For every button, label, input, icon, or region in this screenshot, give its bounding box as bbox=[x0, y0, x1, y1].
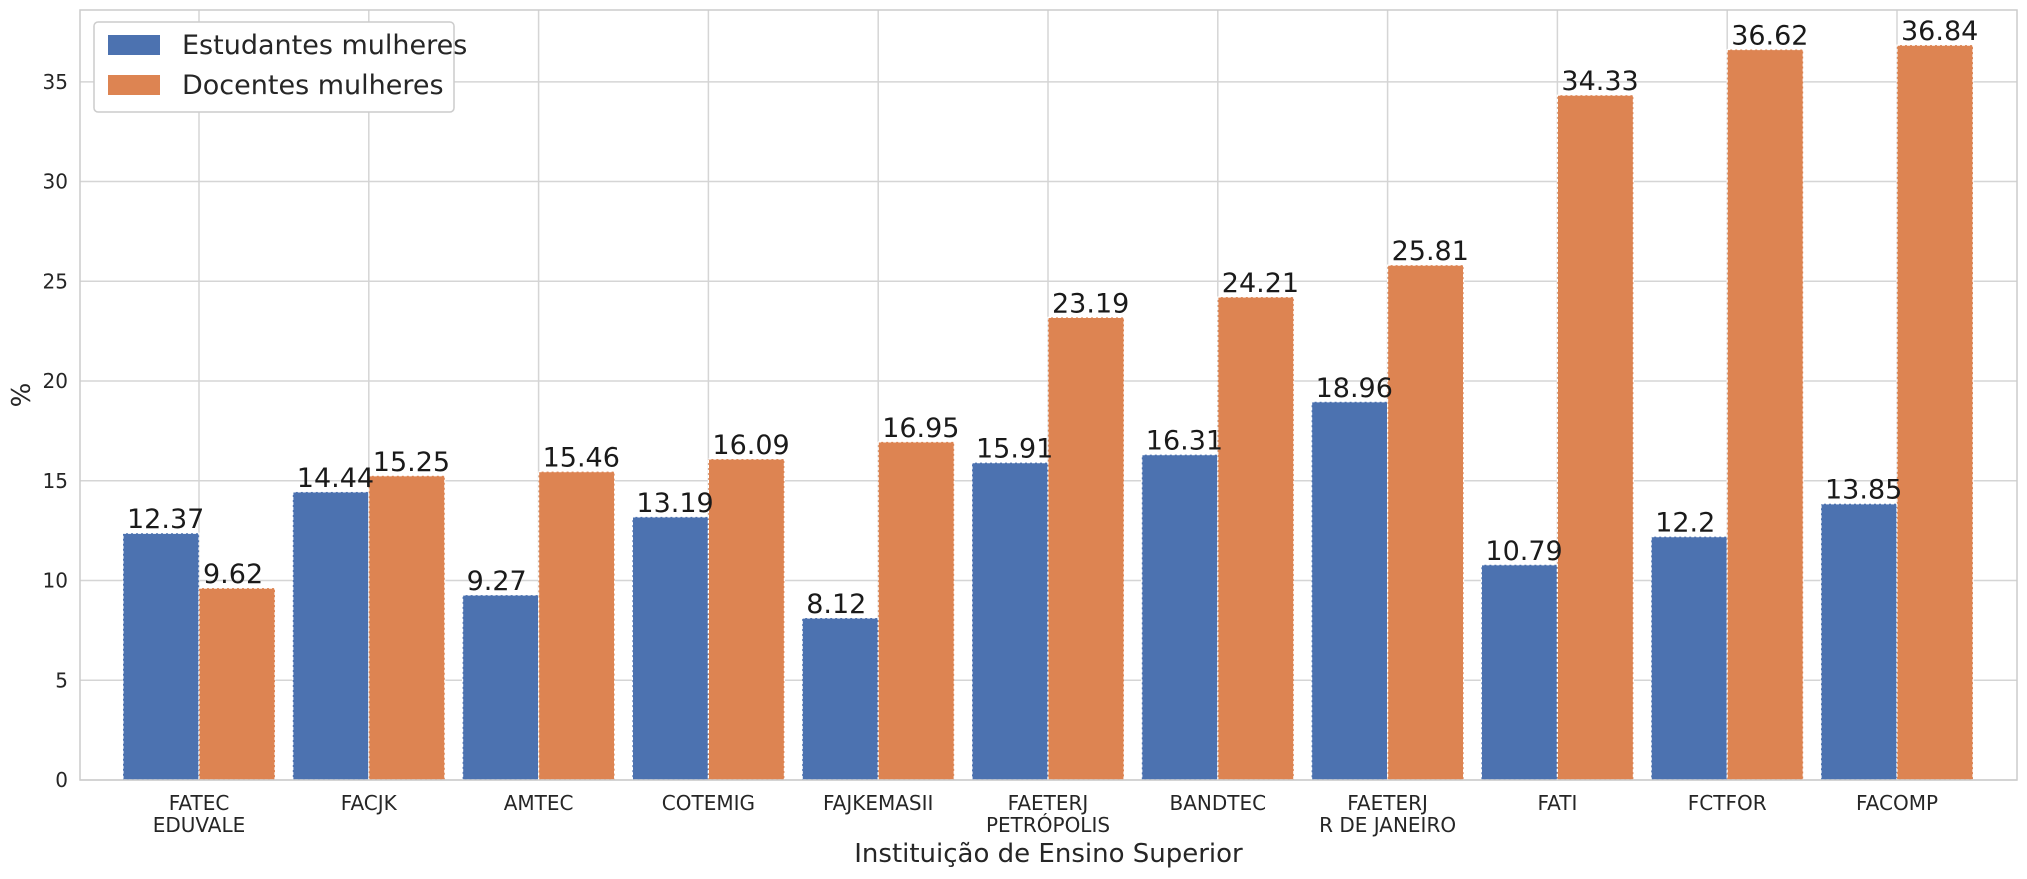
bar-estudantes bbox=[1141, 454, 1219, 781]
y-tick-label: 10 bbox=[43, 569, 68, 593]
x-tick-label: FATEC bbox=[169, 791, 230, 815]
bar-value-label: 15.91 bbox=[976, 434, 1053, 465]
x-tick-label: FACJK bbox=[341, 791, 398, 815]
bars bbox=[122, 44, 1974, 781]
y-tick-label: 35 bbox=[43, 70, 68, 94]
bar-value-label: 36.84 bbox=[1901, 16, 1978, 47]
bar-estudantes bbox=[1820, 503, 1898, 781]
bar-estudantes bbox=[462, 594, 540, 781]
x-tick-label: FACOMP bbox=[1856, 791, 1938, 815]
bar-docentes bbox=[1726, 48, 1804, 781]
x-tick-label: BANDTEC bbox=[1170, 791, 1267, 815]
x-tick-label: FATI bbox=[1537, 791, 1577, 815]
bar-docentes bbox=[1556, 94, 1635, 781]
bar-value-label: 13.19 bbox=[636, 488, 713, 519]
bar-docentes bbox=[198, 587, 276, 781]
bar-value-label: 13.85 bbox=[1825, 475, 1902, 506]
bar-value-label: 24.21 bbox=[1222, 268, 1299, 299]
x-axis-title: Instituição de Ensino Superior bbox=[854, 839, 1243, 869]
bar-value-label: 16.95 bbox=[882, 413, 959, 444]
bar-value-label: 9.62 bbox=[203, 559, 263, 590]
legend-swatch-docentes bbox=[108, 75, 160, 95]
legend-box bbox=[93, 21, 455, 113]
x-tick-label: AMTEC bbox=[504, 791, 574, 815]
bar-docentes bbox=[1047, 316, 1125, 781]
x-tick-label: EDUVALE bbox=[153, 813, 246, 837]
bar-estudantes bbox=[292, 491, 370, 781]
bar-estudantes bbox=[631, 516, 710, 781]
bar-docentes bbox=[1386, 264, 1465, 781]
y-tick-label: 5 bbox=[55, 668, 68, 692]
bar-value-label: 18.96 bbox=[1316, 373, 1393, 404]
x-tick-label: COTEMIG bbox=[662, 791, 755, 815]
legend: Estudantes mulheres Docentes mulheres bbox=[93, 21, 467, 113]
bar-docentes bbox=[368, 475, 446, 781]
x-tick-label: FCTFOR bbox=[1688, 791, 1767, 815]
bar-value-label: 34.33 bbox=[1561, 66, 1638, 97]
x-tick-label: FAETERJ bbox=[1008, 791, 1089, 815]
y-tick-label: 0 bbox=[55, 768, 68, 792]
bar-docentes bbox=[537, 471, 616, 781]
bar-docentes bbox=[1217, 296, 1295, 781]
bar-estudantes bbox=[1480, 564, 1559, 781]
bar-value-label: 12.37 bbox=[127, 504, 204, 535]
bar-value-label: 14.44 bbox=[297, 463, 374, 494]
plot-frame bbox=[79, 9, 2018, 781]
y-tick-label: 25 bbox=[43, 269, 68, 293]
bar-estudantes bbox=[801, 617, 879, 781]
bar-value-label: 25.81 bbox=[1392, 236, 1469, 267]
bar-docentes bbox=[707, 458, 786, 781]
legend-label-docentes: Docentes mulheres bbox=[182, 70, 444, 101]
data-labels: 12.37 14.44 9.27 13.19 8.12 15.91 16.31 18.96 10… bbox=[127, 16, 1978, 620]
bar-estudantes bbox=[1650, 536, 1728, 781]
y-tick-label: 15 bbox=[43, 469, 68, 493]
bar-value-label: 12.2 bbox=[1655, 508, 1715, 539]
x-tick-label: FAJKEMASII bbox=[823, 791, 933, 815]
x-tick-label: R DE JANEIRO bbox=[1319, 813, 1456, 837]
bar-value-label: 8.12 bbox=[806, 589, 866, 620]
bar-value-label: 10.79 bbox=[1485, 536, 1562, 567]
bar-docentes bbox=[1896, 44, 1974, 781]
bar-value-label: 36.62 bbox=[1731, 20, 1808, 51]
x-tick-label: PETRÓPOLIS bbox=[986, 813, 1110, 837]
bar-value-label: 15.25 bbox=[373, 447, 450, 478]
bar-value-label: 16.31 bbox=[1146, 426, 1223, 457]
legend-swatch-estudantes bbox=[108, 35, 160, 55]
bar-docentes bbox=[877, 441, 955, 781]
bar-estudantes bbox=[122, 532, 200, 781]
x-tick-label: FAETERJ bbox=[1347, 791, 1428, 815]
bar-value-label: 16.09 bbox=[712, 430, 789, 461]
bar-estudantes bbox=[1310, 401, 1389, 781]
bar-value-label: 23.19 bbox=[1052, 288, 1129, 319]
y-tick-label: 30 bbox=[43, 170, 68, 194]
legend-label-estudantes: Estudantes mulheres bbox=[182, 30, 467, 61]
bar-value-label: 15.46 bbox=[543, 443, 620, 474]
y-axis-title: % bbox=[7, 383, 37, 408]
bar-value-label: 9.27 bbox=[467, 566, 527, 597]
bar-estudantes bbox=[971, 462, 1049, 781]
y-tick-label: 20 bbox=[43, 369, 68, 393]
